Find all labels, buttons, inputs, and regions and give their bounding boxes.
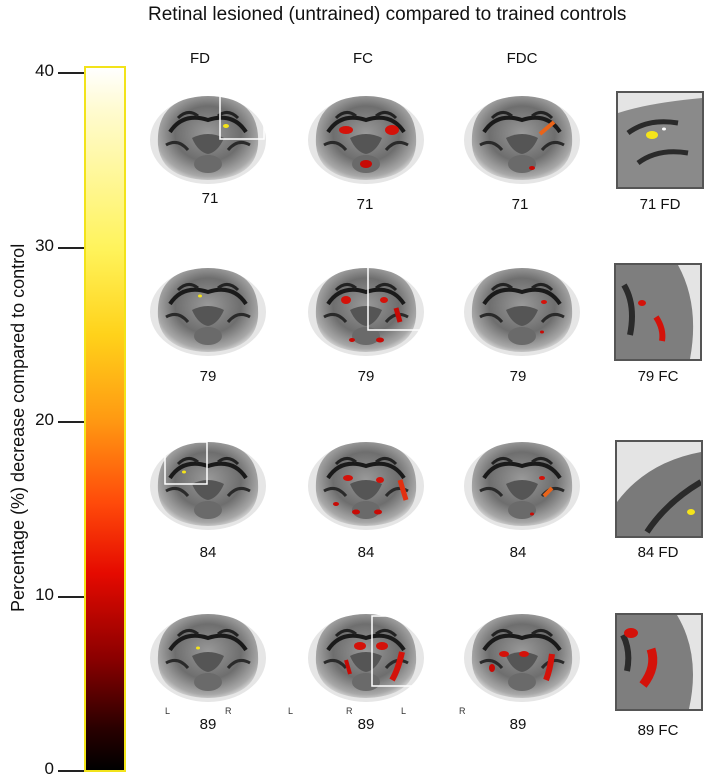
row-label-89-fdc: 89 (509, 716, 527, 733)
row-label-71-fd: 71 (201, 190, 219, 207)
row-label-79-fdc: 79 (509, 368, 527, 385)
orientation-left-fc: L (288, 706, 294, 716)
row-label-84-fdc: 84 (509, 544, 527, 561)
brain-slice-84-fdc (462, 436, 582, 531)
tick-label-30: 30 (35, 236, 54, 255)
column-header-fd: FD (190, 50, 210, 67)
brain-slice-89-fc (306, 608, 426, 703)
brain-slice-79-fd (148, 262, 268, 357)
colorbar (84, 66, 126, 772)
zoom-label-79: 79 FC (637, 368, 679, 385)
zoom-inset-89-fc (615, 613, 703, 711)
column-header-fdc: FDC (506, 50, 538, 67)
brain-slice-84-fc (306, 436, 426, 531)
brain-slice-89-fd (148, 608, 268, 703)
orientation-right-fdc: R (459, 706, 466, 716)
brain-slice-89-fdc (462, 608, 582, 703)
orientation-right-fd: R (225, 706, 232, 716)
brain-slice-79-fdc (462, 262, 582, 357)
zoom-inset-84-fd (615, 440, 703, 538)
tick-mark-20 (58, 421, 84, 423)
row-label-89-fc: 89 (357, 716, 375, 733)
column-header-fc: FC (353, 50, 373, 67)
figure-title: Retinal lesioned (untrained) compared to… (148, 4, 627, 25)
tick-label-40: 40 (35, 61, 54, 80)
row-label-84-fd: 84 (199, 544, 217, 561)
brain-slice-71-fdc (462, 90, 582, 185)
orientation-left-fd: L (165, 706, 171, 716)
zoom-inset-71-fd (616, 91, 704, 189)
tick-label-20: 20 (35, 410, 54, 429)
tick-mark-10 (58, 596, 84, 598)
colorbar-axis-label: Percentage (%) decrease compared to cont… (8, 243, 28, 612)
row-label-79-fd: 79 (199, 368, 217, 385)
tick-mark-40 (58, 72, 84, 74)
tick-mark-0 (58, 770, 84, 772)
zoom-label-84: 84 FD (637, 544, 679, 561)
brain-slice-71-fc (306, 90, 426, 185)
brain-slice-79-fc (306, 263, 426, 357)
zoom-inset-79-fc (614, 263, 702, 361)
zoom-label-71: 71 FD (639, 196, 681, 213)
tick-label-0: 0 (44, 759, 54, 778)
tick-mark-30 (58, 247, 84, 249)
row-label-71-fdc: 71 (511, 196, 529, 213)
orientation-right-fc: R (346, 706, 353, 716)
row-label-89-fd: 89 (199, 716, 217, 733)
row-label-71-fc: 71 (356, 196, 374, 213)
row-label-84-fc: 84 (357, 544, 375, 561)
zoom-label-89: 89 FC (637, 722, 679, 739)
row-label-79-fc: 79 (357, 368, 375, 385)
orientation-left-fdc: L (401, 706, 407, 716)
brain-slice-71-fd (148, 90, 268, 185)
tick-label-10: 10 (35, 585, 54, 604)
brain-slice-84-fd (148, 436, 268, 531)
